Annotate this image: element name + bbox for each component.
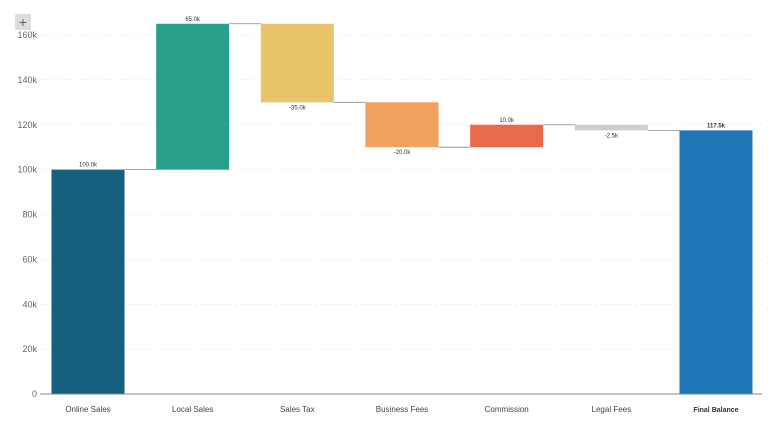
data-label: 10.0k [499, 118, 515, 124]
plus-icon: + [18, 14, 28, 30]
y-axis-ticks: 0 20k 40k 60k 80k 100k 120k 140k 160k [17, 30, 37, 399]
bar[interactable] [470, 124, 544, 148]
bar[interactable] [51, 169, 125, 394]
grid-lines [40, 34, 762, 350]
bars [51, 23, 753, 394]
y-tick-label: 140k [17, 75, 37, 85]
bar[interactable] [679, 130, 753, 394]
y-tick-label: 60k [22, 254, 37, 264]
add-button[interactable]: + [15, 14, 31, 30]
bar[interactable] [260, 23, 334, 103]
data-label: 65.0k [185, 17, 201, 23]
y-tick-label: 40k [22, 299, 37, 309]
bar[interactable] [156, 23, 230, 170]
y-tick-label: 20k [22, 344, 37, 354]
bar[interactable] [365, 102, 439, 148]
x-tick-label: Final Balance [693, 407, 738, 414]
x-tick-label: Business Fees [376, 405, 428, 414]
connectors [124, 23, 680, 171]
y-tick-label: 100k [17, 165, 37, 175]
x-tick-label: Legal Fees [592, 405, 632, 414]
data-label: -2.5k [605, 133, 619, 139]
y-tick-label: 160k [17, 30, 37, 40]
x-tick-label: Sales Tax [280, 405, 315, 414]
x-tick-label: Commission [485, 405, 529, 414]
x-axis-categories: Online Sales Local Sales Sales Tax Business… [65, 405, 738, 414]
data-label: -20.0k [394, 150, 412, 156]
y-tick-label: 120k [17, 120, 37, 130]
data-label: 100.0k [79, 163, 98, 169]
bar[interactable] [574, 124, 648, 131]
x-tick-label: Online Sales [65, 405, 110, 414]
data-label: 117.5k [707, 123, 726, 129]
y-tick-label: 0 [32, 389, 37, 399]
y-tick-label: 80k [22, 210, 37, 220]
x-tick-label: Local Sales [172, 405, 213, 414]
data-label: -35.0k [289, 105, 307, 111]
data-labels: 100.0k 65.0k -35.0k -20.0k 10.0k -2.5k 117.5k [79, 17, 726, 169]
